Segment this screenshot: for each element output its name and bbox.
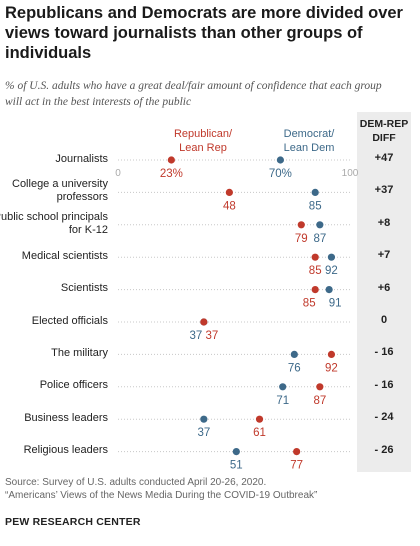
rep-value-label: 85 [309,265,322,277]
source-line-1: Source: Survey of U.S. adults conducted … [5,477,267,488]
row-label: Medical scientists [21,249,108,262]
diff-value: +37 [374,184,394,197]
rep-value-label: 23% [160,168,183,180]
dem-dot [232,448,240,456]
rep-dot [311,286,319,294]
dem-dot [290,350,298,358]
dem-value-label: 91 [329,298,342,310]
rep-value-label: 48 [223,200,236,212]
rep-dot [311,253,319,261]
chart-subtitle: % of U.S. adults who have a great deal/f… [5,80,382,108]
legend-rep-line-2: Lean Rep [179,142,227,154]
rep-dot [255,415,264,423]
row-label: Business leaders [24,411,108,424]
org-name: PEW RESEARCH CENTER [5,516,141,528]
axis-tick-label: 0 [115,168,121,179]
diff-column-background [357,112,411,472]
legend-rep-line-1: Republican/ [173,128,233,140]
dem-dot [279,383,287,391]
row-label: Scientists [60,282,108,295]
legend-dem: Democrat/ Lean Dem [268,127,350,155]
rep-dot [327,350,336,358]
rep-value-label: 77 [290,460,303,472]
dem-value-label: 70% [269,168,292,180]
diff-value: - 16 [374,378,394,391]
rep-dot [297,221,305,229]
row-label: Public school principals for K-12 [0,210,108,236]
dem-value-label: 85 [309,200,322,212]
rep-value-label: 79 [295,233,308,245]
diff-value: 0 [380,314,388,326]
dem-dot [325,286,333,294]
rep-dot [167,156,175,164]
diff-value: +8 [377,216,391,229]
rep-value-label: 61 [253,427,266,439]
dem-dot [327,253,336,261]
diff-value: - 16 [374,346,394,359]
rep-value-label: 92 [325,362,338,374]
chart-title: Republicans and Democrats are more divid… [5,4,403,62]
dem-value-label: 37 [197,427,210,439]
diff-value: - 26 [374,443,394,456]
rep-value-label: 85 [303,298,316,310]
legend-rep: Republican/ Lean Rep [162,127,244,155]
row-label: Journalists [55,152,108,165]
diff-value: +7 [377,249,391,262]
diff-header-line-2: DIFF [372,132,396,144]
dem-value-label: 71 [276,395,289,407]
axis-tick-label: 100 [342,168,359,179]
dem-dot [200,415,208,423]
row-label: Religious leaders [23,444,108,457]
dem-value-label: 51 [230,460,243,472]
rep-dot [200,318,208,326]
rep-value-label: 87 [313,395,326,407]
rep-dot [293,448,301,456]
dem-value-label: 92 [325,265,338,277]
row-label: College a university professors [12,178,108,204]
dem-value-label: 76 [288,362,301,374]
dem-dot [276,156,284,164]
diff-value: +6 [377,281,391,294]
diff-value: - 24 [374,411,394,424]
legend-dem-line-2: Lean Dem [283,142,335,154]
diff-header-line-1: DEM-REP [359,118,409,130]
diff-header: DEM-REP DIFF [357,117,411,145]
dem-dot [316,221,324,229]
dem-dot [311,188,319,196]
rep-value-label: 37 [205,330,218,342]
dem-value-label: 37 [189,330,202,342]
source-note: Source: Survey of U.S. adults conducted … [5,476,405,502]
rep-dot [316,383,324,391]
row-label: Police officers [39,379,108,392]
source-line-2: “Americans’ Views of the News Media Duri… [5,490,318,501]
diff-value: +47 [374,152,394,164]
rep-dot [225,188,233,196]
row-label: The military [51,346,108,359]
legend-dem-line-1: Democrat/ [283,128,335,140]
row-label: Elected officials [31,314,108,327]
dem-value-label: 87 [313,233,326,245]
